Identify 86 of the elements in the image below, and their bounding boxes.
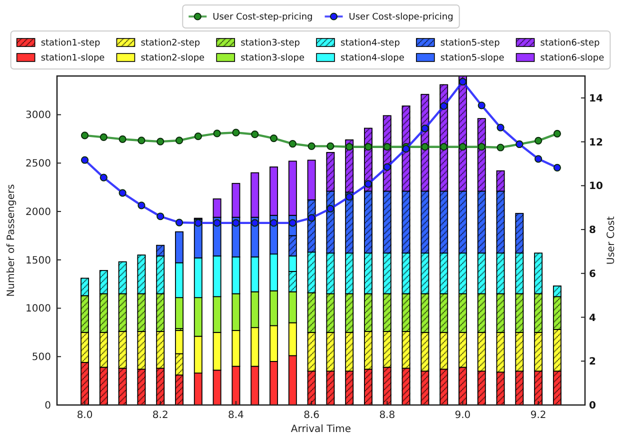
legend-label: station3-slope: [240, 54, 305, 64]
point: [534, 155, 542, 163]
point: [364, 180, 372, 188]
y-tick-label: 3000: [26, 110, 51, 122]
legend-label: station1-slope: [40, 54, 106, 64]
point: [251, 219, 259, 227]
point: [270, 134, 278, 142]
y-tick-label: 1000: [26, 304, 51, 315]
y2-tick-label: 12: [589, 137, 603, 148]
point: [496, 144, 504, 152]
legend-label: station4-step: [340, 38, 400, 49]
point: [118, 189, 126, 197]
legend-label: station3-step: [240, 38, 300, 49]
y2-tick-label: 8: [589, 225, 596, 236]
point: [496, 124, 504, 132]
point: [156, 138, 164, 146]
point: [194, 219, 202, 227]
legend-label: User Cost-step-pricing: [212, 12, 313, 23]
point: [138, 202, 146, 210]
x-axis-title: Arrival Time: [290, 424, 352, 435]
point: [175, 136, 184, 144]
y-tick-label: 500: [32, 352, 51, 364]
point: [383, 163, 391, 171]
point: [421, 143, 429, 151]
y2-tick-label: 10: [589, 181, 603, 192]
legend-label: station5-slope: [440, 54, 505, 64]
point: [440, 143, 448, 151]
point: [534, 136, 542, 145]
y2-tick-label: 4: [589, 312, 596, 324]
legend-label: station1-step: [40, 38, 101, 49]
point: [270, 219, 278, 227]
y2-tick-label: 14: [589, 93, 603, 104]
point: [288, 140, 296, 148]
point: [232, 128, 240, 136]
y-tick-label: 2000: [26, 206, 51, 218]
legend-label: station4-slope: [340, 54, 405, 64]
point: [213, 219, 221, 227]
x-tick-label: 9.2: [530, 410, 546, 421]
point: [553, 130, 562, 138]
point: [308, 142, 316, 150]
point: [383, 143, 391, 151]
point: [138, 136, 146, 144]
point: [458, 78, 467, 86]
x-tick-label: 8.4: [228, 410, 244, 421]
point: [346, 143, 354, 151]
point: [308, 214, 316, 222]
point: [100, 174, 108, 182]
point: [175, 218, 184, 226]
point: [326, 142, 334, 150]
point: [80, 156, 89, 164]
y-tick-label: 2500: [26, 158, 51, 170]
point: [458, 143, 467, 151]
y2-tick-label: 2: [589, 356, 596, 368]
point: [118, 135, 126, 143]
y-tick-label: 0: [44, 400, 51, 412]
legend-label: station6-slope: [540, 54, 605, 64]
point: [364, 143, 372, 151]
point: [478, 102, 486, 110]
x-tick-label: 8.0: [76, 410, 93, 421]
point: [232, 219, 240, 227]
y2-axis-title: User Cost: [606, 216, 617, 265]
point: [478, 143, 486, 151]
point: [440, 102, 448, 110]
point: [251, 130, 259, 138]
x-tick-label: 8.8: [379, 410, 396, 421]
y-tick-label: 1500: [26, 255, 51, 266]
point: [553, 164, 562, 172]
legend-label: station2-slope: [140, 54, 206, 64]
point: [194, 132, 202, 140]
y2-tick-label: 6: [589, 268, 596, 280]
y-axis-title: Number of Passengers: [6, 184, 17, 297]
point: [156, 212, 164, 220]
x-tick-label: 8.2: [152, 410, 168, 421]
point: [326, 204, 334, 212]
x-tick-label: 8.6: [304, 410, 320, 421]
legend-label: station5-step: [440, 38, 500, 49]
legend-label: station6-step: [540, 38, 600, 49]
point: [346, 193, 354, 201]
point: [213, 130, 221, 138]
point: [421, 124, 429, 132]
point: [100, 133, 108, 141]
x-tick-label: 9.0: [454, 410, 471, 421]
point: [80, 132, 89, 140]
legend-label: station2-step: [140, 38, 200, 49]
legend-label: User Cost-slope-pricing: [348, 12, 454, 23]
y2-tick-label: 0: [589, 400, 596, 412]
